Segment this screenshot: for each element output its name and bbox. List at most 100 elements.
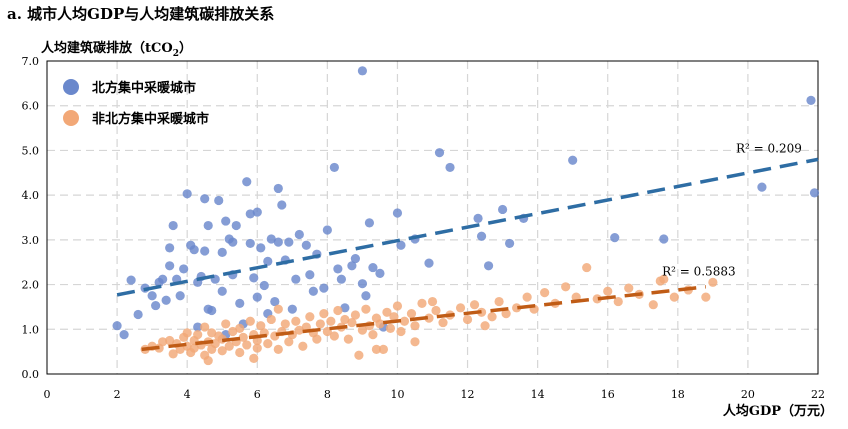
point-non-north (263, 338, 273, 349)
point-non-north (305, 312, 315, 322)
point-north (392, 208, 403, 218)
point-north (126, 275, 136, 285)
point-non-north (522, 292, 532, 302)
point-north (357, 279, 368, 289)
y-tick-label: 1.0 (22, 323, 40, 336)
point-non-north (655, 276, 665, 286)
point-north (806, 95, 816, 105)
point-non-north (189, 343, 199, 353)
point-non-north (396, 326, 406, 337)
point-north (259, 280, 269, 291)
point-north (333, 264, 343, 274)
point-non-north (603, 286, 613, 296)
x-tick-label: 6 (254, 388, 261, 401)
y-tick-label: 0.0 (22, 368, 40, 381)
y-tick-label: 6.0 (22, 100, 40, 113)
legend-label-north: 北方集中采暖城市 (92, 80, 196, 96)
point-non-north (238, 332, 248, 342)
point-north (287, 304, 297, 314)
point-north (301, 240, 311, 250)
point-non-north (347, 317, 357, 328)
plot-frame (46, 60, 819, 375)
point-non-north (298, 341, 308, 351)
point-north (424, 258, 434, 268)
point-north (161, 295, 171, 305)
point-north (221, 216, 231, 226)
point-non-north (200, 322, 210, 332)
trend-lines: R² = 0.209 R² = 0.5883 (116, 142, 819, 352)
y-axis-label-subscript: 2 (173, 49, 179, 59)
point-north (252, 207, 262, 217)
point-non-north (315, 319, 325, 329)
point-north (305, 270, 315, 280)
point-north (809, 188, 820, 198)
point-non-north (494, 296, 504, 307)
point-north (497, 204, 508, 215)
point-north (336, 274, 346, 284)
point-north (270, 296, 280, 307)
point-non-north (350, 310, 360, 320)
y-tick-label: 3.0 (22, 234, 40, 247)
point-north (245, 238, 255, 249)
point-non-north (392, 301, 403, 311)
point-non-north (438, 317, 448, 328)
point-non-north (361, 304, 371, 314)
point-north (168, 220, 178, 231)
y-axis-label-main: 人均建筑碳排放（tCO (41, 40, 173, 56)
point-non-north (203, 355, 213, 366)
point-north (273, 183, 283, 194)
point-non-north (168, 349, 178, 359)
legend-label-non-north: 非北方集中采暖城市 (92, 111, 209, 127)
y-tick-label: 4.0 (22, 189, 40, 202)
point-north (368, 262, 378, 273)
point-north (200, 194, 210, 204)
x-tick-label: 18 (671, 388, 685, 401)
point-non-north (245, 316, 255, 326)
point-non-north (273, 304, 283, 314)
point-north (231, 220, 241, 231)
point-non-north (340, 314, 350, 325)
point-non-north (249, 353, 259, 363)
point-non-north (624, 283, 634, 293)
point-north (175, 291, 185, 301)
x-tick-label: 12 (461, 388, 475, 401)
point-non-north (333, 305, 343, 316)
point-non-north (417, 298, 427, 308)
r2-label-north: R² = 0.209 (736, 142, 802, 156)
point-north (329, 162, 339, 173)
point-north (476, 231, 487, 241)
point-north (189, 245, 199, 255)
point-north (249, 273, 259, 283)
point-non-north (487, 312, 497, 322)
point-non-north (368, 330, 378, 340)
x-axis-label: 人均GDP（万元） (723, 403, 833, 419)
point-non-north (235, 347, 245, 358)
point-non-north (182, 328, 192, 338)
point-non-north (284, 337, 294, 347)
point-north (361, 291, 371, 301)
tick-labels: 0 2 4 6 8 10 12 14 16 18 20 22 0.0 1.0 2.0 3.0 4.0 5.0 6.0… (22, 55, 826, 401)
point-north (266, 234, 276, 244)
point-non-north (410, 337, 420, 347)
point-non-north (266, 314, 276, 325)
point-north (193, 322, 203, 332)
point-north (659, 234, 669, 244)
point-north (203, 304, 213, 314)
point-non-north (427, 296, 438, 307)
data-points (112, 66, 820, 366)
point-north (200, 246, 210, 256)
point-non-north (582, 262, 592, 273)
point-non-north (256, 321, 266, 331)
point-non-north (252, 343, 262, 353)
legend: 北方集中采暖城市 非北方集中采暖城市 (63, 79, 209, 127)
point-non-north (592, 294, 602, 304)
point-north (242, 177, 252, 187)
point-non-north (312, 334, 322, 344)
y-tick-label: 2.0 (22, 279, 40, 292)
point-non-north (319, 309, 329, 319)
point-non-north (165, 335, 175, 346)
x-tick-label: 10 (390, 388, 404, 401)
point-north (347, 261, 357, 271)
point-non-north (431, 305, 441, 316)
